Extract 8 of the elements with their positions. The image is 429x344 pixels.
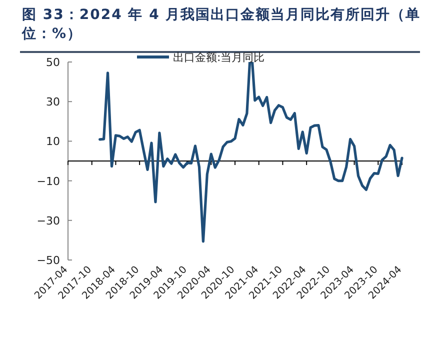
legend-label: 出口金额:当月同比 bbox=[173, 51, 265, 64]
y-tick-label: −30 bbox=[36, 214, 60, 228]
y-tick-label: 10 bbox=[46, 135, 60, 148]
y-tick-label: 30 bbox=[46, 96, 60, 109]
y-tick-label: −50 bbox=[36, 254, 60, 267]
y-tick-label: −10 bbox=[36, 174, 60, 188]
chart-title: 图 33：2024 年 4 月我国出口金额当月同比有所回升（单位：%） bbox=[22, 6, 422, 44]
y-tick-label: 50 bbox=[46, 56, 60, 69]
